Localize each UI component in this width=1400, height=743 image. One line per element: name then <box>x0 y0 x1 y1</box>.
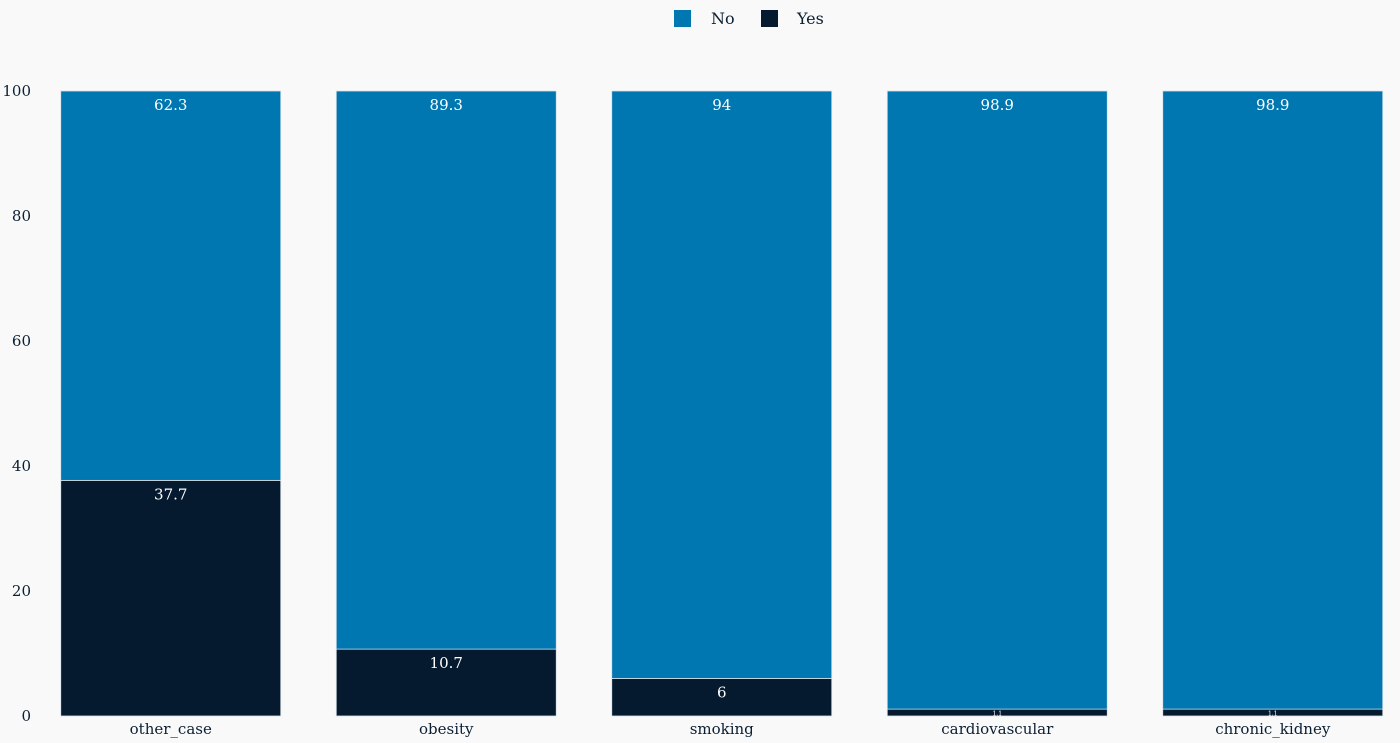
bar-segment-no <box>60 90 282 481</box>
bar-data-label: 1.1 <box>992 711 1002 718</box>
x-tick-label: chronic_kidney <box>1215 720 1331 738</box>
bar-data-label: 94 <box>712 96 731 114</box>
bar-data-label: 37.7 <box>154 485 187 503</box>
y-tick-label: 40 <box>12 457 31 475</box>
bar-segment-no <box>335 90 557 650</box>
y-tick-label: 100 <box>2 82 31 100</box>
bar-data-label: 1.1 <box>1268 711 1278 718</box>
bar-segment-no <box>1162 90 1384 710</box>
y-tick-label: 60 <box>12 332 31 350</box>
bar-data-label: 10.7 <box>430 654 463 672</box>
y-tick-label: 0 <box>21 707 31 725</box>
bar-data-label: 98.9 <box>1256 96 1289 114</box>
bar-data-label: 6 <box>717 684 727 702</box>
legend-label-no: No <box>711 9 735 28</box>
y-tick-label: 80 <box>12 207 31 225</box>
bar-segment-no <box>886 90 1108 710</box>
legend-swatch-no <box>674 10 691 27</box>
bar-segment-no <box>611 90 833 679</box>
y-tick-label: 20 <box>12 582 31 600</box>
bar-segment-yes <box>60 479 282 717</box>
x-tick-label: other_case <box>130 720 212 738</box>
legend-swatch-yes <box>761 10 778 27</box>
x-tick-label: cardiovascular <box>941 720 1054 738</box>
bar-data-label: 89.3 <box>430 96 463 114</box>
x-tick-label: obesity <box>419 720 474 738</box>
bar-segment-yes <box>335 648 557 717</box>
x-tick-label: smoking <box>690 720 754 738</box>
bar-data-label: 62.3 <box>154 96 187 114</box>
bar-data-label: 98.9 <box>981 96 1014 114</box>
bar-segment-yes <box>611 678 833 717</box>
legend-label-yes: Yes <box>796 9 824 28</box>
